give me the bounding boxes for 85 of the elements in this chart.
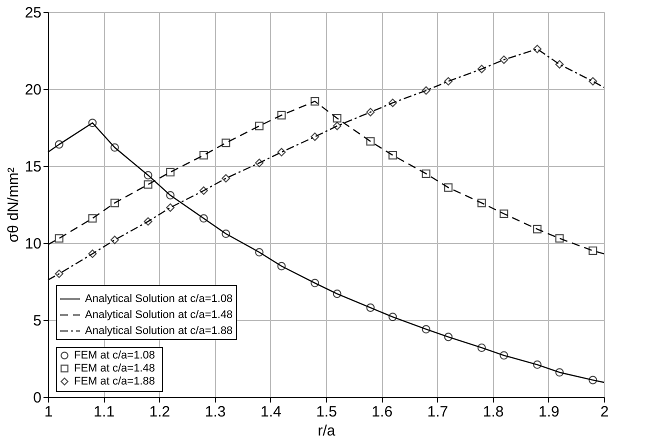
point <box>110 143 119 152</box>
y-tick-label: 25 <box>24 4 42 22</box>
y-tick-label: 10 <box>24 236 42 252</box>
x-tick-label: 1.4 <box>260 404 282 420</box>
point <box>477 64 486 74</box>
point <box>332 122 342 130</box>
point <box>310 132 320 141</box>
y-tick-label: 15 <box>24 158 42 176</box>
x-tick-label: 2 <box>600 404 609 420</box>
x-axis-title: r/a <box>318 422 336 440</box>
point <box>88 214 97 223</box>
y-tick-label: 20 <box>24 82 42 98</box>
point <box>444 77 453 86</box>
legend-label: Analytical Solution at c/a=1.88 <box>85 325 233 337</box>
point <box>199 186 208 195</box>
point <box>166 168 175 176</box>
point <box>277 110 286 120</box>
point <box>255 248 264 256</box>
point <box>366 303 375 312</box>
point <box>255 122 264 130</box>
y-axis-title: σθ dN/mm² <box>4 167 22 243</box>
point <box>199 150 208 160</box>
point <box>500 351 508 360</box>
point <box>588 77 598 86</box>
point <box>555 234 564 243</box>
point <box>277 148 286 156</box>
legend-label: Analytical Solution at c/a=1.08 <box>85 293 233 305</box>
legend-label: FEM at c/a=1.08 <box>74 350 156 362</box>
point <box>54 234 64 243</box>
point <box>222 230 230 238</box>
x-tick-label: 1.6 <box>372 404 393 420</box>
point <box>422 169 430 178</box>
point <box>555 368 564 377</box>
legend-label: FEM at c/a=1.88 <box>74 376 156 388</box>
point <box>88 118 97 128</box>
point <box>54 270 64 278</box>
point <box>166 203 175 212</box>
x-tick-label: 1.1 <box>94 404 115 420</box>
point <box>555 60 564 69</box>
x-tick-label: 1 <box>44 404 53 420</box>
point <box>422 324 430 334</box>
point <box>88 250 97 258</box>
point <box>444 183 453 192</box>
point <box>144 170 152 180</box>
point <box>477 198 486 208</box>
point <box>444 332 453 342</box>
point <box>199 214 208 223</box>
point <box>388 150 397 160</box>
point <box>54 140 64 149</box>
point <box>477 343 486 352</box>
point <box>366 137 375 146</box>
legend-label: FEM at c/a=1.48 <box>74 362 156 374</box>
point <box>388 98 397 108</box>
point <box>166 191 175 200</box>
x-tick-label: 1.8 <box>482 404 504 420</box>
x-tick-label: 1.3 <box>204 404 226 420</box>
point <box>500 209 508 218</box>
y-tick-label: 0 <box>33 390 42 406</box>
point <box>332 290 342 298</box>
point <box>533 224 542 234</box>
point <box>255 158 264 168</box>
point <box>388 312 397 322</box>
point <box>222 174 230 183</box>
point <box>277 262 286 270</box>
legend-label: Analytical Solution at c/a=1.48 <box>85 309 233 321</box>
point <box>144 217 152 226</box>
x-tick-label: 1.5 <box>316 404 337 420</box>
point <box>332 114 342 123</box>
x-tick-label: 1.2 <box>149 404 170 420</box>
point <box>144 180 152 189</box>
point <box>222 138 230 148</box>
point <box>588 376 598 384</box>
point <box>422 86 430 95</box>
point <box>310 278 320 288</box>
x-tick-label: 1.9 <box>538 404 560 420</box>
point <box>110 198 119 208</box>
point <box>310 97 320 106</box>
point <box>533 360 542 369</box>
point <box>533 44 542 54</box>
y-tick-label: 5 <box>33 312 42 330</box>
point <box>588 246 598 255</box>
point <box>110 236 119 244</box>
x-tick-label: 1.7 <box>427 404 448 420</box>
point <box>366 108 375 116</box>
point <box>500 55 508 64</box>
